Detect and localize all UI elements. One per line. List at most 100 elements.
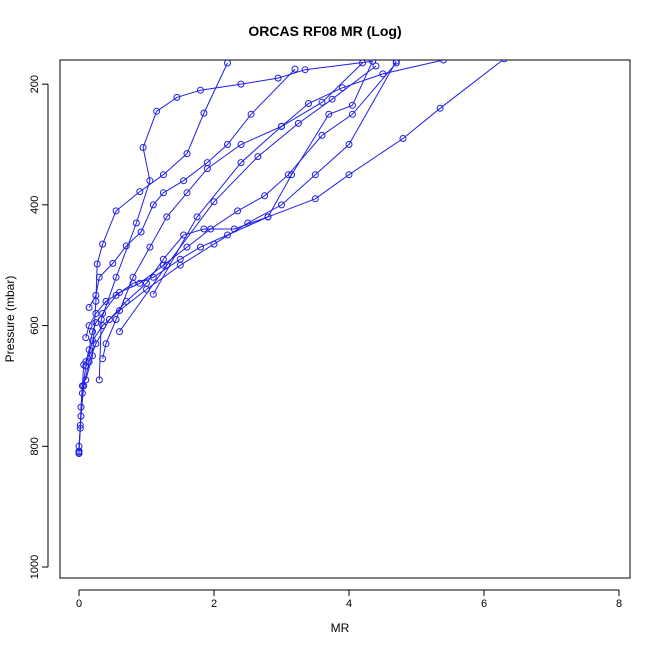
y-tick-label: 1000 — [29, 555, 41, 579]
data-point — [345, 171, 353, 179]
data-point — [274, 74, 282, 82]
y-axis: 200 400 600 800 1000 — [29, 75, 49, 579]
data-point — [102, 297, 110, 305]
y-axis-label: Pressure (mbar) — [3, 276, 17, 363]
data-point — [112, 207, 120, 215]
data-point — [153, 107, 161, 115]
data-point — [149, 290, 157, 298]
y-tick-label: 200 — [29, 75, 41, 93]
data-point — [82, 334, 90, 342]
data-point — [197, 86, 204, 94]
data-point — [197, 243, 204, 251]
data-point — [200, 225, 208, 233]
series-line — [88, 68, 296, 308]
data-point — [440, 60, 447, 64]
data-point — [92, 310, 100, 317]
series-line — [119, 65, 377, 332]
data-point — [136, 279, 144, 287]
data-point — [278, 122, 285, 130]
data-point — [92, 297, 100, 305]
x-tick-label: 4 — [346, 598, 352, 610]
data-point — [210, 198, 218, 206]
data-point — [207, 225, 215, 233]
data-point — [230, 225, 238, 233]
data-point — [318, 98, 326, 106]
data-point — [93, 260, 101, 268]
data-point — [224, 231, 231, 239]
data-point — [89, 352, 96, 360]
data-point — [149, 201, 157, 209]
data-point — [136, 188, 144, 196]
data-point — [116, 328, 123, 336]
data-point — [75, 447, 83, 455]
data-point — [105, 316, 113, 323]
series-line — [85, 62, 397, 338]
data-point — [99, 355, 107, 363]
data-point — [183, 243, 191, 251]
data-point — [116, 307, 123, 314]
data-point — [200, 109, 208, 117]
data-point — [176, 261, 184, 269]
data-point — [264, 213, 272, 221]
series-line — [102, 62, 363, 359]
data-point — [80, 382, 88, 390]
data-point — [399, 135, 407, 142]
data-point — [311, 171, 319, 179]
data-point — [224, 60, 231, 67]
data-point — [338, 84, 346, 92]
data-point — [348, 110, 356, 118]
data-point — [224, 141, 231, 148]
data-point — [237, 159, 245, 167]
chart-title: ORCAS RF08 MR (Log) — [248, 23, 401, 39]
data-point — [183, 189, 191, 197]
data-point — [129, 273, 137, 281]
data-point — [254, 153, 262, 161]
series-line — [152, 60, 444, 295]
data-point — [159, 171, 167, 179]
data-point — [112, 273, 120, 281]
data-point — [392, 60, 400, 67]
data-point — [85, 322, 93, 330]
data-point — [348, 101, 356, 109]
series-line — [78, 60, 397, 453]
series-line — [85, 62, 228, 381]
x-tick-label: 6 — [481, 598, 487, 610]
data-point — [203, 165, 211, 173]
data-point — [369, 60, 377, 65]
data-point — [325, 110, 333, 118]
data-point — [278, 201, 285, 209]
data-point — [436, 104, 444, 112]
x-axis-label: MR — [331, 621, 350, 635]
data-point — [97, 316, 105, 323]
data-point — [77, 412, 85, 420]
data-point — [146, 177, 154, 185]
x-tick-label: 0 — [76, 598, 82, 610]
plot-frame — [59, 59, 631, 579]
data-point — [139, 144, 147, 151]
data-point — [82, 362, 90, 370]
data-point — [137, 228, 145, 236]
x-axis: 0 2 4 6 8 — [76, 589, 622, 610]
data-point — [284, 171, 292, 179]
data-point — [99, 240, 107, 248]
y-tick-label: 800 — [29, 437, 41, 455]
data-point — [291, 65, 299, 73]
y-tick-label: 600 — [29, 316, 41, 334]
data-point — [501, 60, 508, 63]
data-point — [146, 243, 154, 251]
x-tick-label: 8 — [616, 598, 622, 610]
x-tick-label: 2 — [211, 598, 217, 610]
data-point — [112, 316, 120, 323]
data-point — [116, 288, 123, 296]
data-point — [143, 279, 150, 287]
data-point — [193, 213, 201, 221]
data-point — [180, 177, 188, 185]
data-point — [379, 70, 387, 78]
data-point — [102, 340, 110, 348]
data-point — [294, 119, 302, 127]
data-point — [311, 195, 319, 203]
data-point — [92, 319, 100, 327]
data-point — [159, 189, 167, 197]
data-point — [318, 131, 326, 139]
